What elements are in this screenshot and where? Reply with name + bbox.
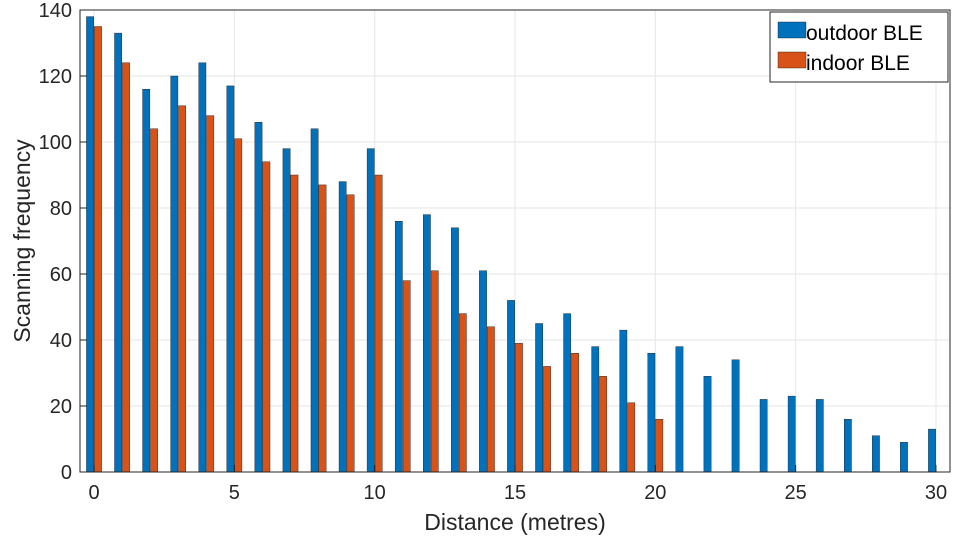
bar-indoor-17 [571, 353, 579, 473]
bar-outdoor-8 [310, 128, 319, 473]
bar-indoor-4 [206, 115, 215, 473]
bar-outdoor-15 [507, 300, 515, 473]
bar-outdoor-21 [675, 346, 684, 473]
bar-outdoor-13 [451, 227, 459, 473]
bar-indoor-1 [122, 62, 130, 473]
bar-outdoor-28 [872, 435, 880, 473]
bar-indoor-7 [290, 174, 299, 473]
legend-entry-indoor: indoor BLE [806, 52, 910, 75]
y-tick-label: 80 [50, 198, 72, 220]
bar-outdoor-26 [815, 399, 824, 473]
bar-indoor-8 [318, 184, 327, 473]
y-tick-label: 40 [50, 330, 72, 352]
x-tick-label: 15 [504, 482, 526, 504]
bar-indoor-19 [627, 402, 636, 473]
x-axis-label: Distance (metres) [424, 509, 605, 535]
bar-indoor-11 [402, 280, 411, 473]
bar-outdoor-27 [843, 419, 852, 473]
bar-indoor-9 [346, 194, 355, 473]
bar-outdoor-3 [170, 75, 179, 473]
legend-swatch-indoor [777, 51, 807, 69]
bar-outdoor-14 [479, 270, 487, 473]
bar-indoor-2 [150, 128, 158, 473]
legend: outdoor BLE indoor BLE [769, 11, 949, 83]
bar-outdoor-17 [563, 313, 572, 473]
bar-outdoor-18 [591, 346, 600, 473]
y-tick-label: 140 [39, 0, 72, 22]
bar-outdoor-5 [226, 85, 235, 473]
bar-outdoor-19 [619, 329, 628, 473]
bar-outdoor-29 [900, 442, 908, 473]
bar-outdoor-7 [282, 148, 291, 473]
y-tick-label: 60 [50, 264, 72, 286]
x-tick-label: 0 [88, 482, 99, 504]
y-axis-ticks: 0 20 40 60 80 100 120 140 [39, 0, 87, 484]
bar-outdoor-10 [366, 148, 375, 473]
bar-outdoor-12 [423, 214, 431, 473]
x-tick-label: 25 [785, 482, 807, 504]
bar-indoor-20 [655, 419, 664, 473]
bar-outdoor-22 [703, 376, 712, 473]
y-tick-label: 100 [39, 132, 72, 154]
bar-indoor-13 [458, 313, 467, 473]
bar-indoor-14 [487, 326, 495, 473]
bar-indoor-12 [430, 270, 439, 473]
bar-indoor-3 [178, 105, 187, 473]
bar-outdoor-16 [535, 323, 543, 473]
bar-outdoor-9 [338, 181, 347, 473]
y-axis-label: Scanning frequency [9, 139, 35, 343]
x-tick-label: 10 [364, 482, 386, 504]
x-tick-label: 30 [925, 482, 947, 504]
legend-swatch-outdoor [777, 21, 807, 39]
y-tick-label: 0 [61, 462, 72, 484]
x-axis-ticks: 0 5 10 15 20 25 30 [88, 465, 947, 504]
x-tick-label: 5 [229, 482, 240, 504]
bar-outdoor-4 [198, 62, 207, 473]
bar-indoor-10 [374, 174, 383, 473]
bar-indoor-6 [262, 161, 271, 473]
bar-indoor-16 [543, 366, 551, 473]
bar-indoor-0 [94, 26, 102, 473]
y-tick-label: 120 [39, 66, 72, 88]
bar-outdoor-11 [394, 220, 403, 473]
bar-outdoor-6 [254, 121, 263, 473]
bar-outdoor-23 [731, 359, 740, 473]
bar-outdoor-2 [142, 88, 151, 473]
bar-outdoor-25 [787, 395, 796, 473]
bar-outdoor-20 [647, 353, 656, 473]
bar-outdoor-1 [114, 32, 123, 473]
bar-indoor-15 [515, 343, 523, 473]
bar-indoor-5 [234, 138, 243, 473]
y-tick-label: 20 [50, 396, 72, 418]
legend-entry-outdoor: outdoor BLE [806, 22, 923, 45]
bar-outdoor-30 [928, 428, 936, 473]
x-tick-label: 20 [644, 482, 666, 504]
bar-outdoor-0 [86, 16, 94, 473]
bar-indoor-18 [599, 376, 607, 473]
bar-outdoor-24 [759, 399, 768, 473]
